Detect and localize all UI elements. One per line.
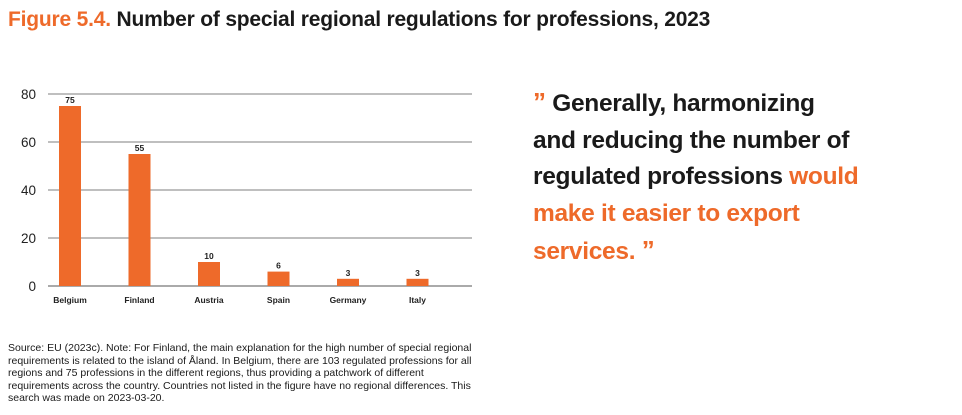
y-tick-label: 0 xyxy=(28,279,36,294)
figure-label: Figure 5.4. xyxy=(8,8,111,31)
y-tick-label: 20 xyxy=(21,231,36,246)
x-tick-label: Germany xyxy=(330,295,367,305)
x-tick-label: Austria xyxy=(194,295,224,305)
x-tick-label: Spain xyxy=(267,295,290,305)
y-tick-label: 60 xyxy=(21,135,36,150)
quote-text: Generally, harmonizing and reducing the … xyxy=(533,90,850,190)
bar-chart: 0 20 40 60 80 75 Belgium 55 Finland 10 Austria 6 Spa… xyxy=(21,87,472,305)
data-label: 3 xyxy=(415,268,420,278)
close-quote-mark: ” xyxy=(641,235,655,265)
bar-spain xyxy=(267,271,290,286)
bar-austria xyxy=(198,262,220,286)
bar-italy xyxy=(406,278,429,286)
data-label: 10 xyxy=(204,251,214,261)
bar-germany xyxy=(337,278,359,286)
data-label: 3 xyxy=(346,268,351,278)
x-tick-label: Finland xyxy=(124,295,154,305)
figure-title-text: Number of special regional regulations f… xyxy=(116,8,711,31)
x-tick-label: Belgium xyxy=(53,295,87,305)
figure-title: Figure 5.4. Number of special regional r… xyxy=(8,8,710,32)
source-note: Source: EU (2023c). Note: For Finland, t… xyxy=(8,342,472,405)
y-tick-label: 40 xyxy=(21,183,36,198)
y-tick-label: 80 xyxy=(21,87,36,102)
data-label: 75 xyxy=(65,95,75,105)
open-quote-mark: ” xyxy=(533,87,546,117)
x-tick-label: Italy xyxy=(409,295,426,305)
pull-quote: ” Generally, harmonizing and reducing th… xyxy=(533,84,863,271)
bar-finland xyxy=(128,154,151,286)
bar-belgium xyxy=(59,106,81,286)
data-label: 55 xyxy=(135,143,145,153)
data-label: 6 xyxy=(276,261,281,271)
quote-highlight: would make it easier to export services. xyxy=(533,163,859,265)
